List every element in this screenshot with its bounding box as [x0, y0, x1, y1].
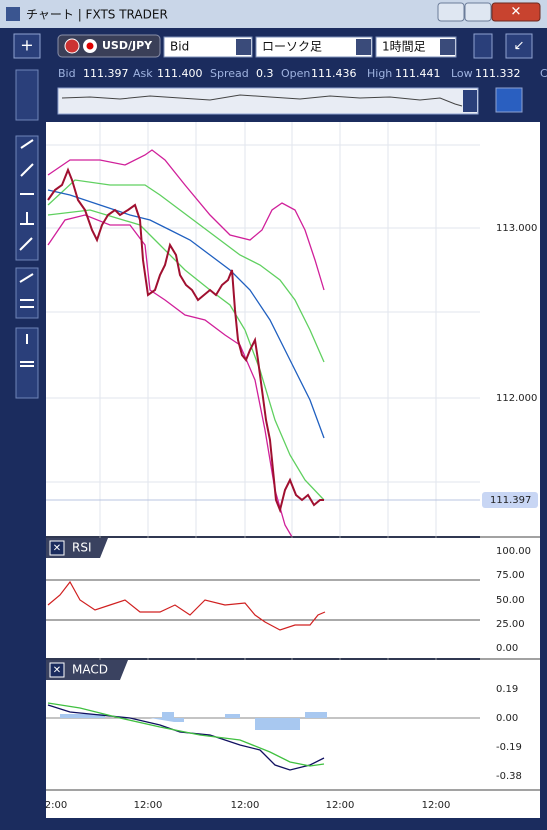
close-button[interactable] — [491, 2, 541, 22]
price-label: 112.000 — [496, 393, 537, 404]
rsi-label: 75.00 — [496, 570, 525, 581]
rsi-panel — [46, 538, 480, 658]
moving-average — [47, 189, 325, 439]
add-button[interactable] — [13, 33, 41, 59]
spread: 0.3 — [256, 67, 274, 80]
rsi-close[interactable] — [49, 540, 65, 556]
bollinger-lower — [47, 214, 293, 538]
macd-label: 0.19 — [496, 684, 518, 695]
rsi-label: 25.00 — [496, 619, 525, 630]
time-label: 2:00 — [45, 800, 67, 811]
current-price: 111.397 — [490, 495, 531, 506]
bollinger-upper — [47, 149, 325, 291]
indicator-tools[interactable] — [15, 267, 39, 319]
undock-button[interactable] — [505, 33, 533, 59]
signal-line — [47, 702, 325, 767]
open: 111.436 — [311, 67, 357, 80]
bid: 111.397 — [83, 67, 129, 80]
high: 111.441 — [395, 67, 441, 80]
close-icon: ✕ — [511, 5, 522, 20]
chart-type-select[interactable] — [255, 36, 373, 58]
close-icon: ✕ — [53, 543, 61, 554]
spread-label: Spread — [210, 67, 249, 80]
ask-label: Ask — [133, 67, 153, 80]
time-label: 12:00 — [134, 800, 163, 811]
minimize-button[interactable] — [437, 2, 465, 22]
scroll-button[interactable] — [473, 33, 493, 59]
navigator-arrow[interactable] — [463, 90, 477, 112]
chart-type: ローソク足 — [262, 40, 322, 54]
macd-label: -0.19 — [496, 742, 522, 753]
current-price-tag — [482, 492, 538, 508]
macd-line — [47, 704, 325, 771]
timeframe: 1時間足 — [382, 40, 426, 54]
app-icon — [6, 7, 20, 21]
dropdown-arrow — [356, 39, 371, 55]
band-upper — [47, 179, 325, 363]
macd-label: -0.38 — [496, 771, 522, 782]
low-label: Low — [451, 67, 473, 80]
price-axis — [480, 122, 540, 790]
rsi-line — [47, 580, 326, 631]
flag-jp-dot — [86, 42, 94, 50]
time-label: 12:00 — [231, 800, 260, 811]
price-side: Bid — [170, 40, 189, 54]
flag-us — [64, 38, 80, 54]
rsi-label: 50.00 — [496, 595, 525, 606]
close-label: C — [540, 67, 547, 80]
macd-close[interactable] — [49, 662, 65, 678]
tool-icons — [19, 139, 34, 367]
high-label: High — [367, 67, 392, 80]
macd-label: 0.00 — [496, 713, 518, 724]
timeframe-select[interactable] — [375, 36, 457, 58]
time-label: 12:00 — [326, 800, 355, 811]
price-label: 113.000 — [496, 223, 537, 234]
close-icon: ✕ — [53, 665, 61, 676]
pointer-tools[interactable] — [15, 69, 39, 121]
navigator-line — [61, 94, 463, 107]
price-side-select[interactable] — [163, 36, 253, 58]
symbol-button[interactable] — [57, 34, 161, 58]
rsi-title: RSI — [72, 541, 92, 555]
price-chart — [46, 122, 480, 536]
navigator[interactable] — [57, 87, 479, 115]
undock-icon: ↙ — [514, 39, 525, 54]
ask: 111.400 — [157, 67, 203, 80]
dropdown-arrow — [440, 39, 455, 55]
rsi-label: 100.00 — [496, 546, 531, 557]
macd-histogram — [60, 712, 327, 730]
dropdown-arrow — [236, 39, 251, 55]
macd-tab — [46, 660, 128, 680]
window-title: チャート | FXTS TRADER — [26, 8, 168, 22]
rsi-label: 0.00 — [496, 643, 518, 654]
candles — [47, 167, 324, 514]
bid-label: Bid — [58, 67, 76, 80]
time-axis — [46, 790, 540, 818]
symbol: USD/JPY — [102, 39, 153, 52]
low: 111.332 — [475, 67, 521, 80]
open-label: Open — [281, 67, 310, 80]
maximize-button[interactable] — [464, 2, 492, 22]
tool-bar — [15, 69, 39, 399]
time-label: 12:00 — [422, 800, 451, 811]
macd-title: MACD — [72, 663, 108, 677]
fit-button[interactable] — [495, 87, 523, 113]
drawing-tools[interactable] — [15, 135, 39, 261]
add-icon: + — [20, 36, 33, 55]
